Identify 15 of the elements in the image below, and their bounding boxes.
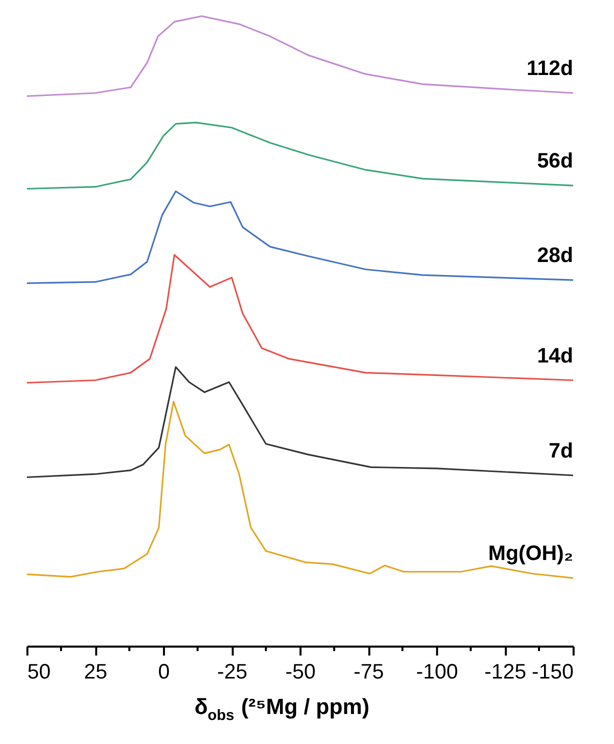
x-tick-label: 50 — [27, 660, 51, 684]
series-label: 112d — [526, 57, 574, 80]
series-label: 28d — [537, 244, 574, 268]
x-tick-label: -125 — [484, 660, 526, 684]
x-tick-label: -150 — [532, 660, 574, 684]
x-tick-label: 25 — [84, 660, 108, 684]
x-tick-label: -100 — [416, 660, 458, 684]
x-tick-label: -25 — [217, 660, 248, 684]
x-tick-label: -50 — [285, 660, 316, 684]
x-tick-label: 0 — [158, 660, 170, 684]
series-label: Mg(OH)₂ — [488, 542, 574, 566]
series-label: 14d — [537, 344, 574, 368]
series-label: 7d — [548, 439, 574, 462]
series-label: 56d — [537, 150, 574, 173]
x-tick-label: -75 — [354, 660, 384, 684]
